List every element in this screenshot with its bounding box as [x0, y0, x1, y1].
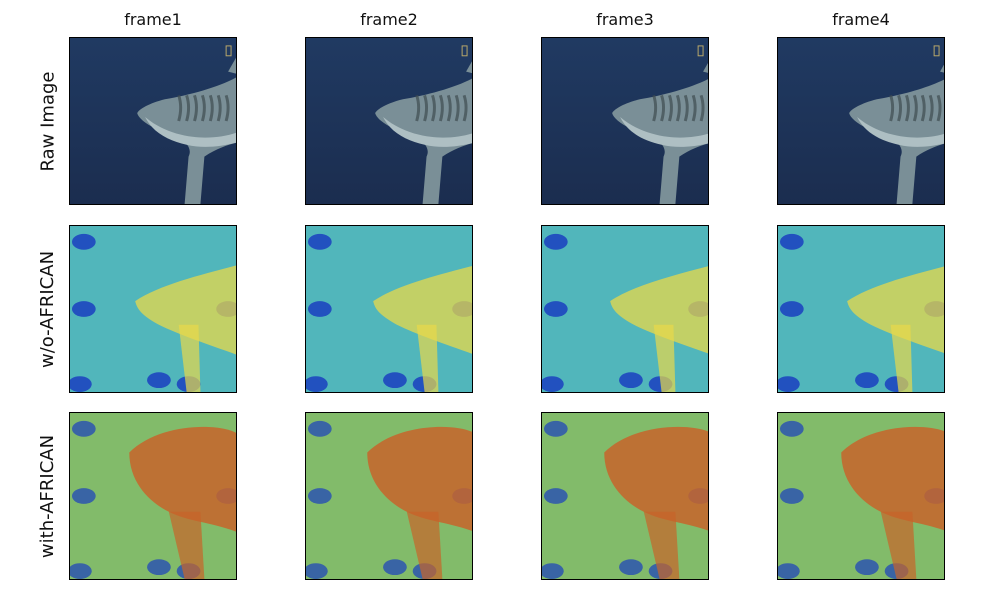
raw-image-frame1: [69, 37, 237, 205]
heatmap-without-african-frame4: [777, 225, 945, 393]
heatmap-with-african-frame3: [541, 412, 709, 580]
heatmap-without-african-frame3: [541, 225, 709, 393]
column-title-frame4: frame4: [832, 10, 890, 29]
heatmap-with-african-frame1: [69, 412, 237, 580]
heatmap-with-african-frame2: [305, 412, 473, 580]
raw-image-frame4: [777, 37, 945, 205]
column-title-frame3: frame3: [596, 10, 654, 29]
raw-image-frame2: [305, 37, 473, 205]
raw-image-frame3: [541, 37, 709, 205]
column-title-frame1: frame1: [124, 10, 182, 29]
row-label-raw-image: Raw Image: [37, 71, 59, 171]
column-title-frame2: frame2: [360, 10, 418, 29]
heatmap-with-african-frame4: [777, 412, 945, 580]
row-label-with-african: with-AFRICAN: [37, 434, 59, 558]
heatmap-without-african-frame1: [69, 225, 237, 393]
row-label-without-african: w/o-AFRICAN: [37, 250, 59, 368]
heatmap-without-african-frame2: [305, 225, 473, 393]
